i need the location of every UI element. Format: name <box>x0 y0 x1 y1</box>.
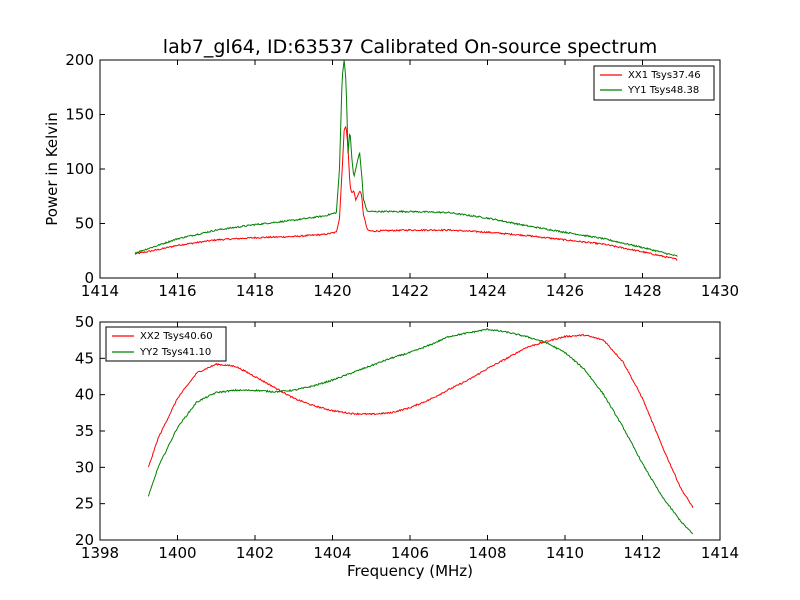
bottom-ytick-label: 30 <box>75 458 94 476</box>
top-chart-legend: XX1 Tsys37.46 YY1 Tsys48.38 <box>593 65 715 101</box>
top-series-line-xx <box>134 125 678 261</box>
top-chart-ticks: 1414 1416 1418 1420 1422 1424 1426 1428 1430 0 50 1… <box>65 51 739 300</box>
bottom-chart-ticks: 1398 1400 1402 1404 1406 1408 1410 1412 1414 20 25… <box>75 313 739 562</box>
bottom-xtick-label: 1408 <box>468 544 506 562</box>
top-xtick-label: 1414 <box>81 282 119 300</box>
top-legend-label-yy1: YY1 Tsys48.38 <box>627 85 699 96</box>
top-xtick-label: 1430 <box>701 282 739 300</box>
top-legend-label-xx1: XX1 Tsys37.46 <box>628 70 701 81</box>
top-series-line-yy <box>134 60 678 257</box>
bottom-legend-label-xx2: XX2 Tsys40.60 <box>140 331 213 342</box>
bottom-xtick-label: 1398 <box>81 544 119 562</box>
top-xtick-label: 1422 <box>391 282 429 300</box>
top-chart-ylabel: Power in Kelvin <box>43 112 61 226</box>
bottom-chart: 1398 1400 1402 1404 1406 1408 1410 1412 1414 20 25… <box>75 313 739 580</box>
top-ytick-label: 0 <box>84 269 94 287</box>
bottom-xtick-label: 1406 <box>391 544 429 562</box>
bottom-ytick-label: 50 <box>75 313 94 331</box>
top-xtick-label: 1426 <box>546 282 584 300</box>
top-xtick-label: 1428 <box>623 282 661 300</box>
bottom-ytick-label: 25 <box>75 495 94 513</box>
top-chart-lines <box>134 60 678 261</box>
top-ytick-label: 50 <box>75 215 94 233</box>
bottom-ytick-label: 35 <box>75 422 94 440</box>
bottom-ytick-label: 20 <box>75 531 94 549</box>
bottom-xtick-label: 1412 <box>623 544 661 562</box>
top-ytick-label: 150 <box>65 106 94 124</box>
bottom-xtick-label: 1414 <box>701 544 739 562</box>
bottom-ytick-label: 45 <box>75 349 94 367</box>
bottom-xtick-label: 1404 <box>313 544 351 562</box>
bottom-chart-xlabel: Frequency (MHz) <box>347 562 473 580</box>
bottom-chart-lines <box>147 328 694 535</box>
bottom-xtick-label: 1400 <box>158 544 196 562</box>
bottom-xtick-label: 1402 <box>236 544 274 562</box>
top-chart-title: lab7_gl64, ID:63537 Calibrated On-source… <box>163 36 657 58</box>
top-legend-box <box>593 65 715 101</box>
bottom-legend-box <box>105 326 227 362</box>
bottom-series-line-yy <box>147 328 694 535</box>
top-ytick-label: 100 <box>65 160 94 178</box>
bottom-legend-label-yy2: YY2 Tsys41.10 <box>139 347 211 358</box>
top-ytick-label: 200 <box>65 51 94 69</box>
bottom-xtick-label: 1410 <box>546 544 584 562</box>
bottom-chart-legend: XX2 Tsys40.60 YY2 Tsys41.10 <box>105 326 227 362</box>
top-xtick-label: 1416 <box>158 282 196 300</box>
bottom-series-line-xx <box>147 333 694 508</box>
top-chart: 1414 1416 1418 1420 1422 1424 1426 1428 1430 0 50 1… <box>43 51 739 300</box>
top-xtick-label: 1420 <box>313 282 351 300</box>
bottom-ytick-label: 40 <box>75 386 94 404</box>
top-xtick-label: 1424 <box>468 282 506 300</box>
top-xtick-label: 1418 <box>236 282 274 300</box>
